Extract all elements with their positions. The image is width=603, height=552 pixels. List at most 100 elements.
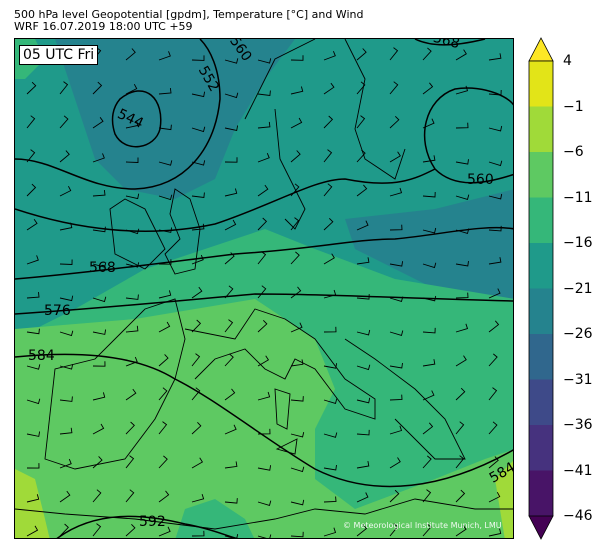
wind-barb	[422, 155, 436, 163]
wind-barb	[26, 255, 39, 265]
wind-barb	[356, 220, 369, 231]
wind-barb	[488, 125, 503, 132]
wind-barb	[125, 228, 140, 235]
wind-barb	[323, 149, 333, 163]
wind-barb	[323, 527, 337, 537]
map-title: 500 hPa level Geopotential [gpdm], Tempe…	[14, 8, 364, 21]
wind-barb	[26, 525, 39, 537]
wind-barb	[356, 257, 370, 265]
wind-barb	[356, 294, 370, 300]
colorbar-band	[529, 61, 553, 107]
wind-barb	[26, 494, 40, 503]
wind-barb	[323, 82, 335, 95]
wind-barb	[257, 500, 272, 506]
wind-barb	[323, 432, 338, 438]
wind-barb	[125, 356, 138, 367]
wind-barb	[323, 253, 335, 265]
temp-region-cold-nw	[55, 39, 295, 199]
wind-barb	[488, 193, 503, 200]
wind-barb	[158, 227, 173, 233]
wind-barb	[158, 290, 172, 299]
wind-barb	[455, 421, 465, 435]
wind-barb	[257, 319, 268, 333]
wind-barb	[323, 496, 337, 503]
contour-560-east	[423, 87, 513, 184]
wind-barb	[26, 149, 36, 163]
wind-barb	[158, 354, 169, 367]
wind-barb	[26, 219, 38, 231]
wind-barb	[455, 355, 467, 367]
wind-barb	[257, 153, 270, 163]
contour-592	[56, 515, 238, 538]
wind-barb	[257, 355, 270, 367]
wind-barb	[59, 490, 71, 503]
wind-barb	[356, 48, 367, 61]
wind-barb	[125, 325, 139, 333]
wind-barb	[356, 81, 366, 95]
wind-barb	[125, 388, 137, 401]
colorbar-tick-label: −21	[563, 280, 593, 297]
wind-barb	[224, 188, 238, 197]
wind-barb	[125, 489, 135, 503]
wind-barb	[389, 425, 403, 435]
wind-barb	[356, 149, 366, 163]
wind-barb	[224, 388, 236, 401]
wind-barb	[290, 531, 304, 538]
wind-barb	[488, 456, 499, 469]
wind-barb	[455, 85, 469, 95]
wind-barb	[59, 259, 73, 265]
wind-barb	[92, 456, 103, 469]
wind-barb	[422, 82, 434, 95]
wind-barb	[455, 387, 466, 401]
wind-barb	[488, 225, 502, 232]
map-canvas	[15, 39, 513, 538]
wind-barb	[26, 463, 40, 469]
colorbar-tick-label: −36	[563, 417, 593, 433]
wind-barb	[389, 261, 404, 267]
wind-barb	[125, 157, 139, 163]
wind-barb	[290, 286, 302, 299]
wind-barb	[290, 396, 304, 402]
wind-barb	[422, 191, 436, 198]
wind-barb	[488, 491, 501, 503]
wind-barb	[257, 428, 271, 435]
colorbar-tick-label: −16	[563, 235, 593, 251]
colorbar-band	[529, 243, 553, 289]
contour-label: 592	[139, 514, 166, 530]
wind-barb	[224, 461, 238, 469]
wind-barb	[257, 90, 271, 97]
wind-barb	[422, 47, 432, 61]
wind-barb	[422, 295, 437, 302]
wind-barb	[290, 86, 304, 95]
wind-barb	[191, 457, 204, 469]
wind-barb	[488, 320, 500, 333]
wind-barb	[356, 429, 370, 436]
wind-barb	[92, 489, 102, 503]
wind-barb	[389, 330, 404, 336]
wind-barb	[323, 398, 338, 404]
wind-barb	[224, 125, 239, 132]
wind-barb	[290, 150, 301, 163]
wind-barb	[59, 458, 72, 469]
wind-barb	[488, 53, 502, 61]
wind-barb	[26, 81, 37, 95]
wind-barb	[290, 322, 303, 333]
contour-552	[15, 39, 221, 190]
wind-barb	[455, 489, 466, 503]
temp-region-cold-ne	[345, 189, 513, 309]
wind-barb	[92, 296, 107, 303]
weather-map: 560 552 544 568 560 568 576 584 592 584	[14, 38, 514, 539]
wind-barb	[257, 217, 268, 231]
wind-barb	[158, 387, 168, 401]
wind-barb	[224, 534, 239, 538]
wind-barb	[92, 423, 105, 435]
contour-576	[15, 293, 513, 315]
wind-barb	[290, 359, 304, 367]
wind-barb	[224, 252, 235, 265]
wind-barb	[488, 528, 502, 537]
wind-barb	[191, 55, 205, 61]
colorbar-over-arrow	[528, 37, 554, 62]
wind-barb	[26, 398, 41, 405]
wind-barb	[257, 184, 269, 197]
wind-barb	[224, 219, 237, 231]
